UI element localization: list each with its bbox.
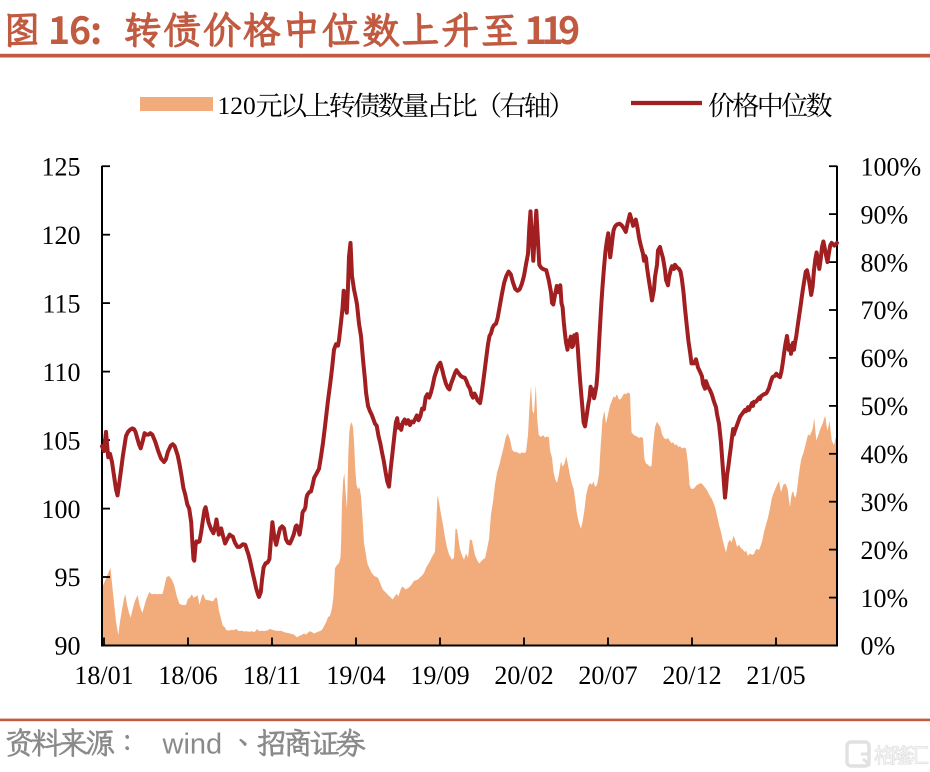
svg-text:100%: 100% bbox=[861, 152, 922, 181]
svg-text:20/07: 20/07 bbox=[578, 661, 637, 690]
svg-text:20%: 20% bbox=[861, 536, 909, 565]
svg-text:60%: 60% bbox=[861, 344, 909, 373]
svg-text:21/05: 21/05 bbox=[746, 661, 805, 690]
svg-text:20/12: 20/12 bbox=[662, 661, 721, 690]
svg-text:19/09: 19/09 bbox=[410, 661, 469, 690]
svg-text:40%: 40% bbox=[861, 440, 909, 469]
svg-text:20/02: 20/02 bbox=[494, 661, 553, 690]
svg-text:115: 115 bbox=[42, 289, 80, 318]
svg-text:120: 120 bbox=[218, 91, 256, 120]
svg-text:18/11: 18/11 bbox=[243, 661, 301, 690]
svg-text:90: 90 bbox=[55, 632, 81, 661]
svg-text:80%: 80% bbox=[861, 248, 909, 277]
svg-text:120: 120 bbox=[42, 221, 81, 250]
svg-text:50%: 50% bbox=[861, 392, 909, 421]
svg-text:wind: wind bbox=[162, 729, 223, 761]
svg-text:10%: 10% bbox=[861, 584, 909, 613]
svg-text:90%: 90% bbox=[861, 200, 909, 229]
svg-text:70%: 70% bbox=[861, 296, 909, 325]
svg-text:18/01: 18/01 bbox=[74, 661, 133, 690]
svg-text:125: 125 bbox=[42, 152, 81, 181]
svg-text:100: 100 bbox=[42, 495, 81, 524]
svg-text:0%: 0% bbox=[861, 632, 896, 661]
svg-text:30%: 30% bbox=[861, 488, 909, 517]
svg-text:18/06: 18/06 bbox=[158, 661, 217, 690]
svg-text:19/04: 19/04 bbox=[326, 661, 385, 690]
svg-text:110: 110 bbox=[42, 358, 80, 387]
svg-text:95: 95 bbox=[55, 563, 81, 592]
svg-text:105: 105 bbox=[42, 426, 81, 455]
